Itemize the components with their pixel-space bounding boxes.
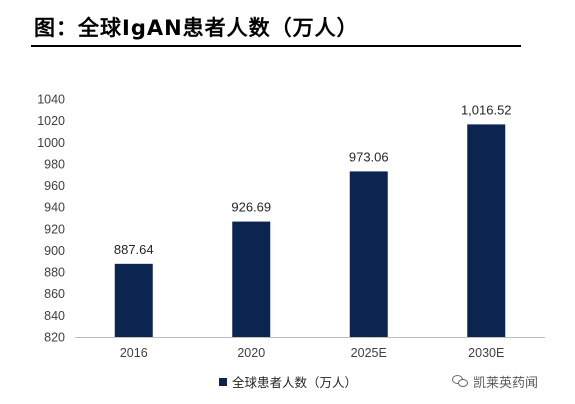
x-tick-label: 2020: [237, 346, 265, 360]
chart-title: 图：全球IgAN患者人数（万人）: [34, 16, 359, 40]
y-tick-label: 1040: [37, 93, 65, 107]
bar: [349, 171, 388, 337]
y-tick-label: 920: [44, 222, 65, 236]
data-label: 1,016.52: [461, 102, 512, 117]
legend-swatch: [219, 378, 227, 386]
y-tick-label: 1000: [37, 136, 65, 150]
bar: [467, 124, 506, 337]
y-tick-label: 860: [44, 287, 65, 301]
y-tick-label: 880: [44, 266, 65, 280]
watermark-text: 凯莱英药闻: [473, 375, 539, 391]
y-tick-label: 820: [44, 331, 65, 345]
y-tick-label: 1020: [37, 114, 65, 128]
x-tick-label: 2030E: [468, 346, 504, 360]
data-label: 973.06: [349, 149, 389, 164]
x-tick-label: 2025E: [351, 346, 387, 360]
bar: [232, 221, 271, 337]
watermark: 凯莱英药闻: [452, 371, 538, 391]
data-label: 926.69: [231, 200, 271, 215]
legend-label: 全球患者人数（万人）: [232, 375, 357, 390]
y-tick-label: 900: [44, 244, 65, 258]
y-tick-label: 960: [44, 179, 65, 193]
x-tick-label: 2016: [120, 346, 148, 360]
y-tick-label: 940: [44, 201, 65, 215]
bar: [114, 263, 153, 337]
y-tick-label: 980: [44, 157, 65, 171]
title-divider: [31, 45, 521, 47]
data-label: 887.64: [114, 242, 154, 257]
y-tick-label: 840: [44, 309, 65, 323]
wechat-icon: [452, 374, 469, 388]
